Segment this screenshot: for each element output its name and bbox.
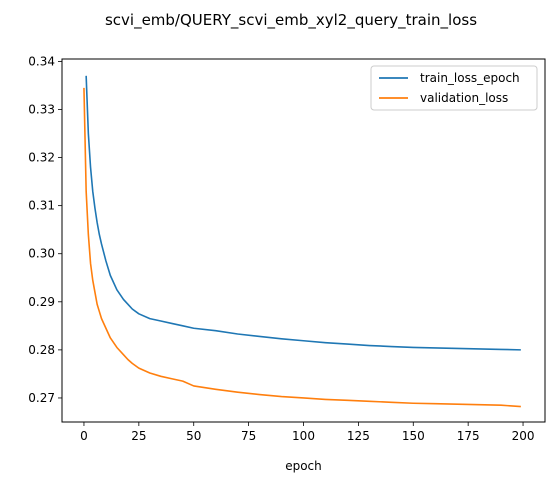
y-tick-label: 0.28 [28,343,55,357]
y-tick-label: 0.31 [28,199,55,213]
x-tick-label: 200 [512,429,535,443]
x-tick-label: 150 [402,429,425,443]
y-tick-label: 0.29 [28,295,55,309]
legend: train_loss_epoch validation_loss [370,65,538,111]
x-axis-ticks: 0 25 50 75 100 125 150 175 200 [80,422,534,443]
series-line-train-loss-epoch [85,75,521,351]
x-axis-label: epoch [285,459,322,473]
legend-label-validation-loss: validation_loss [420,91,508,105]
x-tick-label: 75 [241,429,256,443]
series-line-validation-loss [83,87,521,408]
y-tick-label: 0.30 [28,247,55,261]
legend-label-train-loss-epoch: train_loss_epoch [420,71,520,85]
x-tick-label: 50 [186,429,201,443]
y-axis-ticks: 0.27 0.28 0.29 0.30 0.31 0.32 0.33 0.34 [28,54,62,405]
legend-box [370,65,538,111]
x-tick-label: 0 [80,429,88,443]
y-tick-label: 0.32 [28,151,55,165]
x-tick-label: 100 [292,429,315,443]
y-tick-label: 0.27 [28,391,55,405]
x-tick-label: 25 [131,429,146,443]
y-tick-label: 0.34 [28,54,55,68]
y-tick-label: 0.33 [28,102,55,116]
plot-area [61,58,546,423]
x-tick-label: 175 [457,429,480,443]
series-lines [83,75,521,408]
x-tick-label: 125 [347,429,370,443]
chart-title: scvi_emb/QUERY_scvi_emb_xyl2_query_train… [105,11,477,30]
